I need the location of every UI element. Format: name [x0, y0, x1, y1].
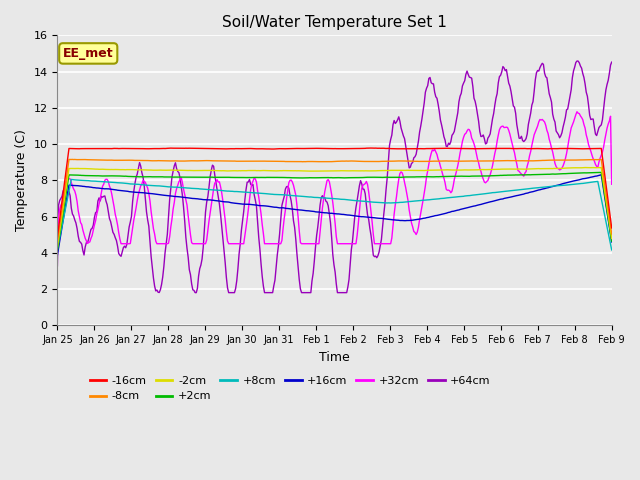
Line: +2cm: +2cm: [58, 172, 612, 250]
+2cm: [390, 174, 398, 180]
-8cm: [289, 159, 296, 165]
+2cm: [364, 174, 371, 180]
-2cm: [390, 168, 398, 173]
-16cm: [366, 145, 374, 151]
+64cm: [365, 216, 372, 222]
Line: +32cm: +32cm: [58, 112, 612, 244]
+2cm: [287, 175, 295, 180]
+64cm: [462, 72, 470, 77]
Line: -2cm: -2cm: [58, 168, 612, 247]
-2cm: [364, 168, 371, 174]
+8cm: [54, 246, 61, 252]
-2cm: [461, 167, 468, 173]
-8cm: [68, 156, 76, 162]
+2cm: [461, 173, 468, 179]
+2cm: [597, 169, 605, 175]
Line: +8cm: +8cm: [58, 180, 612, 250]
+8cm: [392, 200, 399, 205]
+16cm: [461, 205, 468, 211]
-16cm: [54, 234, 61, 240]
+16cm: [364, 214, 371, 220]
+64cm: [392, 120, 399, 126]
+16cm: [597, 172, 605, 178]
-2cm: [608, 236, 616, 241]
+64cm: [54, 263, 61, 269]
-16cm: [608, 225, 616, 231]
-2cm: [226, 168, 234, 174]
+16cm: [390, 217, 398, 223]
+32cm: [461, 132, 468, 137]
+32cm: [557, 167, 564, 172]
+8cm: [227, 189, 235, 194]
-8cm: [227, 158, 235, 164]
Y-axis label: Temperature (C): Temperature (C): [15, 129, 28, 231]
-16cm: [462, 146, 470, 152]
-8cm: [392, 158, 399, 164]
+8cm: [462, 193, 470, 199]
-2cm: [287, 168, 295, 174]
Title: Soil/Water Temperature Set 1: Soil/Water Temperature Set 1: [222, 15, 447, 30]
+32cm: [608, 181, 616, 187]
+64cm: [608, 59, 616, 65]
-8cm: [365, 158, 372, 164]
+32cm: [364, 181, 371, 187]
+64cm: [289, 206, 296, 212]
Line: +16cm: +16cm: [58, 175, 612, 255]
Line: -16cm: -16cm: [58, 148, 612, 237]
-16cm: [226, 146, 234, 152]
+32cm: [573, 109, 581, 115]
Text: EE_met: EE_met: [63, 47, 113, 60]
+64cm: [558, 130, 566, 136]
+64cm: [191, 290, 199, 296]
+32cm: [390, 211, 398, 217]
Line: +64cm: +64cm: [58, 61, 612, 293]
+16cm: [608, 239, 616, 245]
+64cm: [227, 290, 235, 296]
+8cm: [289, 192, 296, 198]
+8cm: [608, 247, 616, 253]
+2cm: [226, 175, 234, 180]
Legend: -16cm, -8cm, -2cm, +2cm, +8cm, +16cm, +32cm, +64cm: -16cm, -8cm, -2cm, +2cm, +8cm, +16cm, +3…: [85, 372, 495, 406]
+2cm: [608, 238, 616, 244]
+16cm: [287, 206, 295, 212]
-16cm: [392, 146, 399, 152]
+16cm: [557, 181, 564, 187]
+2cm: [557, 171, 564, 177]
-8cm: [608, 231, 616, 237]
+2cm: [54, 247, 61, 253]
-2cm: [54, 244, 61, 250]
+16cm: [226, 200, 234, 205]
+8cm: [67, 177, 75, 182]
-8cm: [54, 240, 61, 245]
-8cm: [558, 157, 566, 163]
+8cm: [558, 183, 566, 189]
-16cm: [364, 145, 371, 151]
+16cm: [54, 252, 61, 258]
+32cm: [54, 241, 61, 247]
Line: -8cm: -8cm: [58, 159, 612, 242]
-2cm: [557, 166, 564, 171]
-16cm: [287, 146, 295, 152]
-16cm: [558, 145, 566, 151]
+32cm: [287, 177, 295, 183]
X-axis label: Time: Time: [319, 350, 350, 363]
+64cm: [573, 58, 581, 64]
-8cm: [462, 158, 470, 164]
+32cm: [226, 241, 234, 247]
-2cm: [581, 165, 589, 170]
+8cm: [365, 199, 372, 204]
